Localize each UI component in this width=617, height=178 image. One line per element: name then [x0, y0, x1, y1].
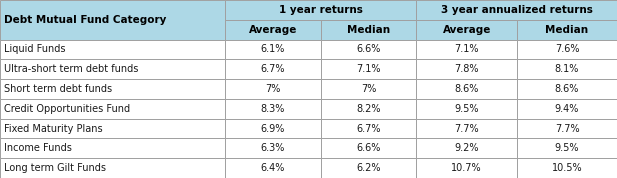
Text: 7%: 7%: [361, 84, 376, 94]
Text: Median: Median: [347, 25, 390, 35]
Bar: [321, 59, 416, 79]
Bar: [225, 20, 321, 40]
Text: 7%: 7%: [265, 84, 281, 94]
Bar: [0, 59, 225, 79]
Text: 6.2%: 6.2%: [357, 163, 381, 173]
Bar: [225, 99, 321, 119]
Text: 1 year returns: 1 year returns: [279, 5, 363, 15]
Bar: [416, 158, 517, 178]
Bar: [517, 138, 617, 158]
Text: 8.3%: 8.3%: [261, 104, 285, 114]
Text: 7.1%: 7.1%: [357, 64, 381, 74]
Text: 7.1%: 7.1%: [455, 44, 479, 54]
Text: Ultra-short term debt funds: Ultra-short term debt funds: [4, 64, 138, 74]
Text: 7.6%: 7.6%: [555, 44, 579, 54]
Bar: [517, 20, 617, 40]
Text: 6.7%: 6.7%: [261, 64, 285, 74]
Text: Income Funds: Income Funds: [4, 143, 72, 153]
Text: 7.7%: 7.7%: [455, 124, 479, 134]
Text: 6.9%: 6.9%: [261, 124, 285, 134]
Bar: [321, 158, 416, 178]
Bar: [416, 40, 517, 59]
Bar: [416, 59, 517, 79]
Bar: [225, 0, 416, 20]
Bar: [321, 119, 416, 138]
Text: 9.4%: 9.4%: [555, 104, 579, 114]
Bar: [225, 138, 321, 158]
Bar: [0, 138, 225, 158]
Text: 6.3%: 6.3%: [261, 143, 285, 153]
Text: 8.6%: 8.6%: [555, 84, 579, 94]
Bar: [416, 119, 517, 138]
Bar: [416, 20, 517, 40]
Text: Short term debt funds: Short term debt funds: [4, 84, 112, 94]
Bar: [517, 59, 617, 79]
Text: 9.5%: 9.5%: [455, 104, 479, 114]
Bar: [416, 0, 617, 20]
Text: Liquid Funds: Liquid Funds: [4, 44, 65, 54]
Text: 6.6%: 6.6%: [357, 44, 381, 54]
Text: Long term Gilt Funds: Long term Gilt Funds: [4, 163, 106, 173]
Text: 6.7%: 6.7%: [357, 124, 381, 134]
Bar: [321, 79, 416, 99]
Text: Debt Mutual Fund Category: Debt Mutual Fund Category: [4, 15, 166, 25]
Bar: [225, 119, 321, 138]
Text: 7.8%: 7.8%: [455, 64, 479, 74]
Text: Average: Average: [442, 25, 491, 35]
Bar: [416, 79, 517, 99]
Text: 6.1%: 6.1%: [261, 44, 285, 54]
Text: 3 year annualized returns: 3 year annualized returns: [441, 5, 593, 15]
Text: 9.5%: 9.5%: [555, 143, 579, 153]
Text: 8.1%: 8.1%: [555, 64, 579, 74]
Bar: [0, 0, 225, 40]
Bar: [321, 40, 416, 59]
Text: 9.2%: 9.2%: [455, 143, 479, 153]
Text: 6.4%: 6.4%: [261, 163, 285, 173]
Bar: [321, 20, 416, 40]
Bar: [517, 158, 617, 178]
Text: 8.2%: 8.2%: [357, 104, 381, 114]
Text: Fixed Maturity Plans: Fixed Maturity Plans: [4, 124, 102, 134]
Text: Median: Median: [545, 25, 589, 35]
Bar: [517, 40, 617, 59]
Bar: [0, 79, 225, 99]
Text: 8.6%: 8.6%: [455, 84, 479, 94]
Bar: [225, 79, 321, 99]
Bar: [416, 99, 517, 119]
Bar: [225, 59, 321, 79]
Bar: [225, 40, 321, 59]
Bar: [517, 79, 617, 99]
Bar: [0, 40, 225, 59]
Bar: [0, 99, 225, 119]
Bar: [517, 119, 617, 138]
Text: 10.7%: 10.7%: [452, 163, 482, 173]
Bar: [321, 138, 416, 158]
Text: 6.6%: 6.6%: [357, 143, 381, 153]
Bar: [0, 119, 225, 138]
Text: 7.7%: 7.7%: [555, 124, 579, 134]
Text: 10.5%: 10.5%: [552, 163, 582, 173]
Bar: [517, 99, 617, 119]
Text: Credit Opportunities Fund: Credit Opportunities Fund: [4, 104, 130, 114]
Text: Average: Average: [249, 25, 297, 35]
Bar: [225, 158, 321, 178]
Bar: [0, 158, 225, 178]
Bar: [416, 138, 517, 158]
Bar: [321, 99, 416, 119]
